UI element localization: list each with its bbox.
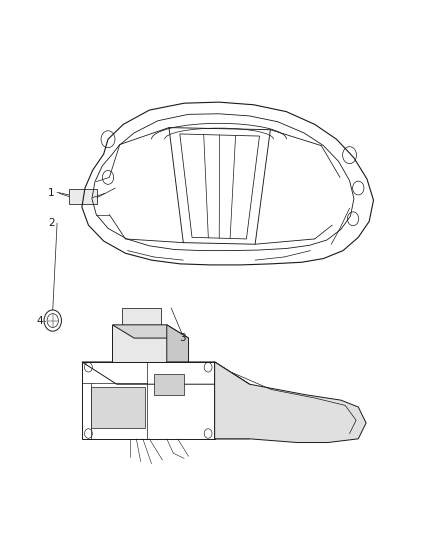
FancyBboxPatch shape [122, 308, 161, 325]
Polygon shape [91, 387, 145, 428]
Text: 4: 4 [36, 316, 43, 326]
Polygon shape [113, 325, 188, 338]
Text: 2: 2 [48, 218, 55, 228]
Polygon shape [215, 362, 366, 442]
Polygon shape [154, 374, 184, 395]
Text: 3: 3 [179, 333, 185, 343]
FancyBboxPatch shape [69, 189, 97, 204]
Text: 1: 1 [48, 188, 55, 198]
Polygon shape [113, 325, 167, 362]
Polygon shape [167, 325, 188, 362]
